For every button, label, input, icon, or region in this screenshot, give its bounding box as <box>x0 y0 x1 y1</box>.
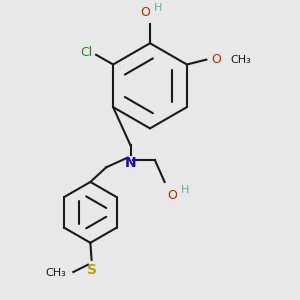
Text: O: O <box>167 189 177 202</box>
Text: O: O <box>211 53 221 66</box>
Text: CH₃: CH₃ <box>45 268 66 278</box>
Text: Cl: Cl <box>80 46 92 59</box>
Text: H: H <box>154 3 162 13</box>
Text: S: S <box>87 263 97 278</box>
Text: CH₃: CH₃ <box>231 55 251 64</box>
Text: O: O <box>140 6 150 19</box>
Text: N: N <box>125 156 136 170</box>
Text: H: H <box>180 185 189 195</box>
